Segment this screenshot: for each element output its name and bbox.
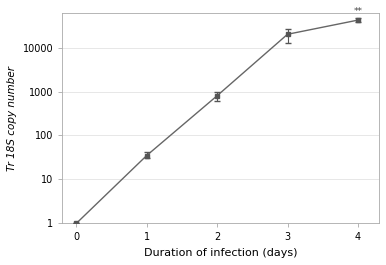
Y-axis label: Tr 18S copy number: Tr 18S copy number (7, 66, 17, 171)
Text: **: ** (354, 7, 362, 16)
X-axis label: Duration of infection (days): Duration of infection (days) (144, 248, 297, 258)
